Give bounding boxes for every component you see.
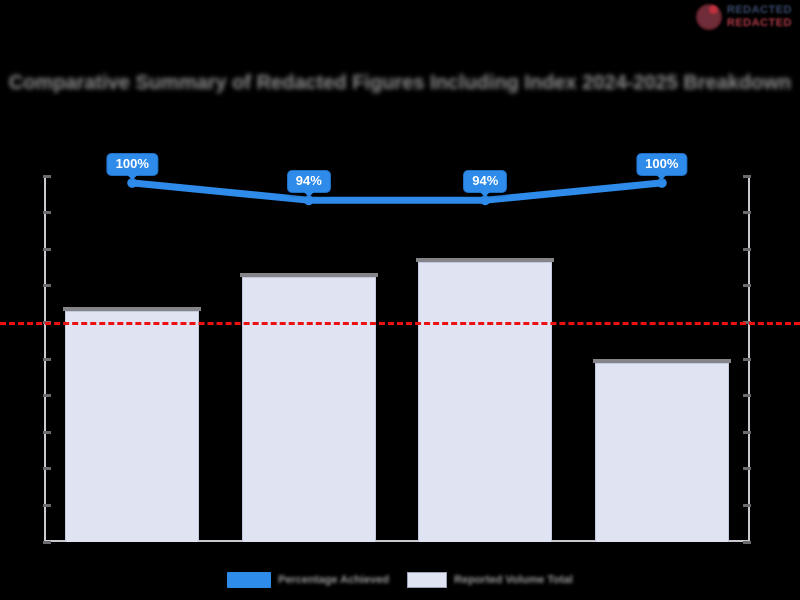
- data-label: 94%: [286, 170, 331, 194]
- logo-line-1: REDACTED: [726, 4, 792, 16]
- line-path: [128, 179, 666, 204]
- line-markers: [127, 177, 667, 206]
- legend-label-bar: Reported Volume Total: [454, 574, 573, 586]
- axis-tick: [743, 357, 751, 361]
- axis-tick: [743, 174, 751, 178]
- axis-tick: [43, 540, 51, 544]
- logo-line-2: REDACTED: [726, 17, 792, 29]
- chart-legend: Percentage Achieved Reported Volume Tota…: [0, 572, 800, 588]
- axis-tick: [43, 211, 51, 215]
- x-axis: [44, 540, 750, 542]
- axis-tick: [743, 540, 751, 544]
- threshold-line: [0, 322, 800, 326]
- axis-tick: [743, 430, 751, 434]
- axis-tick: [43, 430, 51, 434]
- axis-tick: [743, 503, 751, 507]
- line-marker[interactable]: [656, 177, 667, 188]
- axis-tick: [743, 247, 751, 251]
- axis-tick: [743, 211, 751, 215]
- legend-item-line[interactable]: Percentage Achieved: [227, 572, 389, 588]
- logo-circle-icon: [695, 4, 722, 30]
- axis-tick: [743, 467, 751, 471]
- bar[interactable]: [594, 362, 729, 542]
- line-marker[interactable]: [303, 195, 314, 206]
- legend-item-bar[interactable]: Reported Volume Total: [407, 572, 573, 588]
- bar-cap: [592, 358, 731, 363]
- bar-cap: [239, 272, 378, 277]
- bar-swatch-icon: [407, 572, 448, 588]
- line-series: [127, 177, 667, 206]
- plot-area: 1,2001,1001,000900800700600500400300200 …: [0, 152, 800, 544]
- brand-logo: REDACTED REDACTED: [695, 4, 792, 30]
- axis-tick: [43, 394, 51, 398]
- data-label: 94%: [463, 170, 508, 194]
- chart-title: Comparative Summary of Redacted Figures …: [8, 72, 792, 94]
- line-marker[interactable]: [127, 177, 138, 188]
- axis-tick: [43, 284, 51, 288]
- bar-cap: [416, 258, 555, 262]
- data-label: 100%: [106, 152, 158, 176]
- line-swatch-icon: [227, 572, 272, 588]
- legend-label-line: Percentage Achieved: [278, 574, 390, 586]
- axis-tick: [43, 247, 51, 251]
- axis-tick: [43, 174, 51, 178]
- axis-tick: [743, 284, 751, 288]
- axis-tick: [743, 394, 751, 398]
- bar[interactable]: [65, 311, 200, 542]
- axis-tick: [43, 503, 51, 507]
- bar[interactable]: [418, 262, 553, 542]
- line-marker[interactable]: [480, 195, 491, 206]
- axis-tick: [43, 357, 51, 361]
- bar-cap: [63, 307, 202, 312]
- axis-tick: [43, 467, 51, 471]
- bar[interactable]: [241, 276, 376, 542]
- data-label: 100%: [636, 152, 688, 176]
